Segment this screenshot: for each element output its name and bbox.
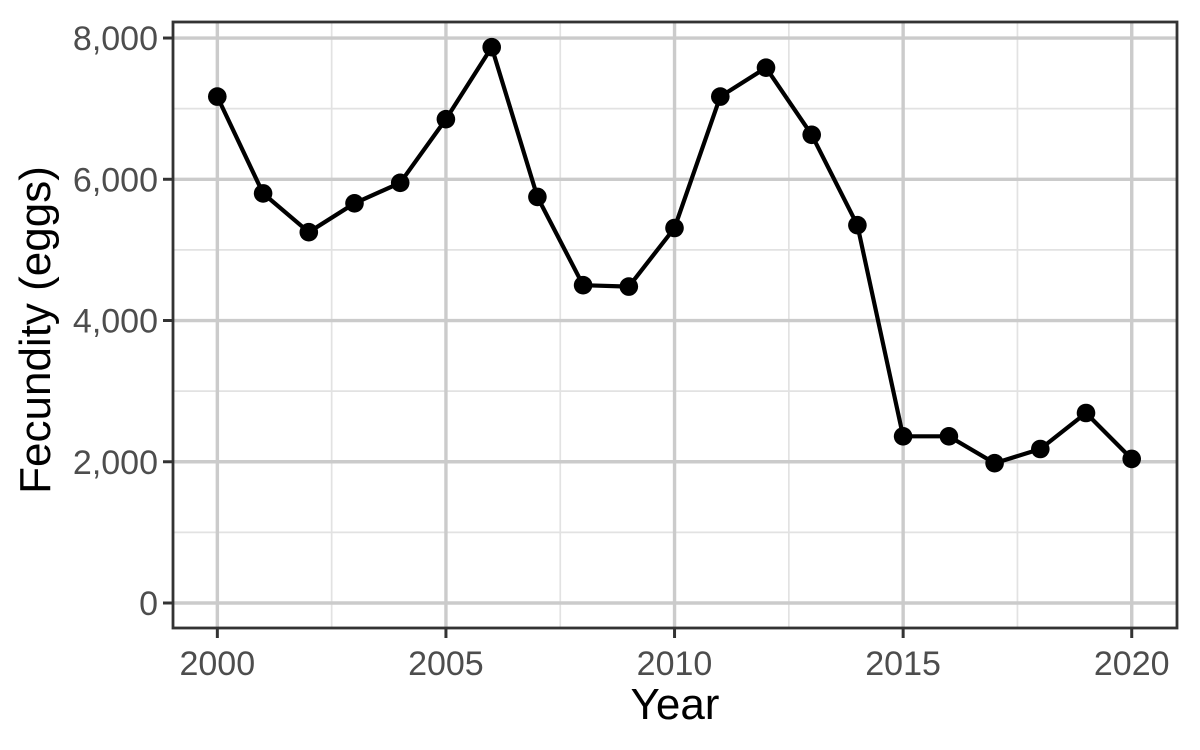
axis-ticks — [163, 36, 1134, 638]
data-point-2010 — [665, 218, 684, 238]
data-point-2005 — [436, 109, 456, 129]
data-point-2013 — [802, 125, 821, 145]
data-point-2004 — [390, 173, 410, 193]
data-point-2009 — [619, 277, 639, 296]
data-point-2014 — [848, 215, 867, 235]
data-point-2012 — [756, 58, 776, 77]
x-axis-tick-labels: 2000 2005 2010 2015 2020 — [179, 645, 1169, 683]
major-gridlines — [173, 22, 1177, 628]
y-axis-title: Fecundity (eggs) — [11, 166, 60, 494]
data-series — [208, 37, 1141, 473]
data-point-2008 — [573, 275, 593, 295]
data-point-2006 — [482, 37, 502, 57]
data-point-2016 — [939, 427, 959, 446]
data-point-2015 — [893, 427, 913, 446]
x-tick-label: 2015 — [865, 645, 941, 683]
x-tick-label: 2010 — [637, 645, 713, 683]
data-point-2020 — [1122, 449, 1141, 469]
data-point-2011 — [711, 87, 730, 106]
x-axis-title: Year — [631, 680, 720, 729]
y-tick-label: 8,000 — [73, 20, 158, 58]
y-tick-label: 0 — [139, 585, 158, 623]
data-point-2019 — [1076, 403, 1096, 423]
data-point-2002 — [299, 222, 319, 242]
x-tick-label: 2000 — [179, 645, 255, 683]
x-tick-label: 2005 — [408, 645, 484, 683]
data-point-2017 — [985, 453, 1004, 473]
x-tick-label: 2020 — [1094, 645, 1170, 683]
y-tick-label: 4,000 — [73, 303, 158, 341]
data-point-2007 — [528, 187, 547, 207]
y-axis-tick-labels: 0 2,000 4,000 6,000 8,000 — [73, 20, 158, 623]
y-tick-label: 2,000 — [73, 444, 158, 482]
data-point-2001 — [253, 184, 273, 203]
data-point-2000 — [208, 87, 227, 106]
data-point-2003 — [345, 194, 364, 213]
data-point-2018 — [1031, 439, 1050, 459]
y-tick-label: 6,000 — [73, 162, 158, 200]
